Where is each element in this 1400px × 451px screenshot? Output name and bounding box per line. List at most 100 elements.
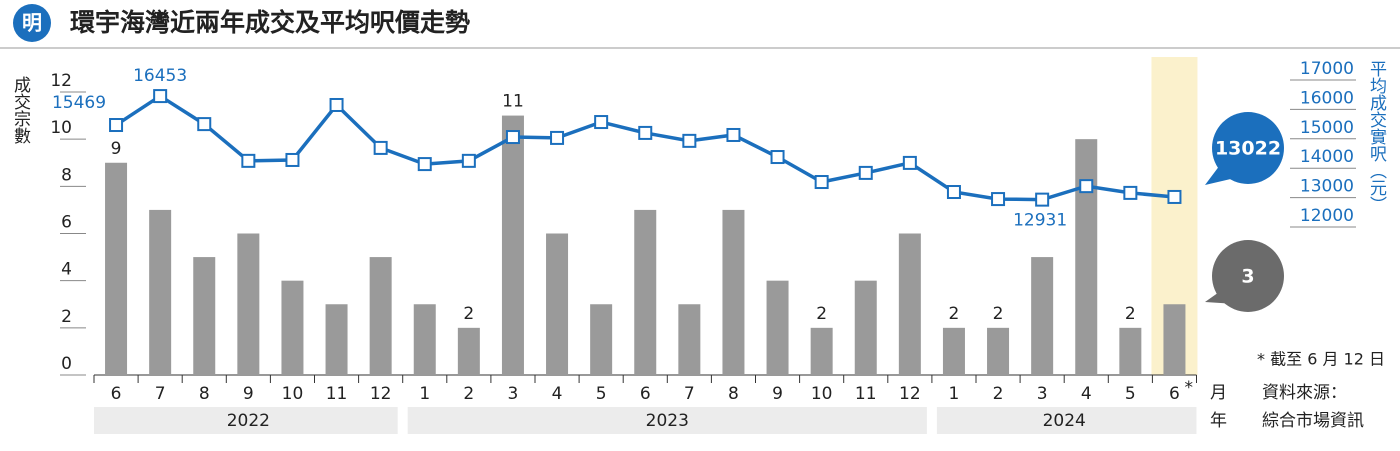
price-marker (991, 192, 1006, 207)
price-marker (241, 153, 256, 168)
price-label: 12931 (1013, 211, 1067, 231)
x-tick-label: 1 (949, 384, 960, 404)
price-marker (682, 133, 697, 148)
logo-badge (13, 4, 51, 42)
x-tick-label: 3 (1037, 384, 1048, 404)
x-tick-label: 2 (463, 384, 474, 404)
price-marker (285, 152, 300, 167)
price-marker (109, 118, 124, 133)
month-label: 月 (1210, 383, 1227, 403)
bar-label: 2 (949, 304, 960, 324)
y2-tick-label: 13000 (1300, 177, 1354, 197)
bar (987, 327, 1010, 375)
bar (854, 280, 877, 375)
x-tick-label: 11 (326, 384, 348, 404)
x-tick-label: 8 (728, 384, 739, 404)
bar (1031, 257, 1054, 375)
y-tick-label: 0 (61, 354, 72, 374)
y-tick-label: 6 (61, 213, 72, 233)
year-band (936, 407, 1197, 434)
chart-title: 環宇海灣近兩年成交及平均呎價走勢 (70, 8, 470, 37)
x-tick-label: 5 (1125, 384, 1136, 404)
year-label: 2022 (227, 411, 270, 431)
x-tick-label: 3 (508, 384, 519, 404)
bar-label: 2 (463, 304, 474, 324)
bar-label: 2 (993, 304, 1004, 324)
bar (722, 209, 745, 375)
x-tick-label: 1 (419, 384, 430, 404)
x-tick-label: 6 (640, 384, 651, 404)
year-label: 年 (1210, 411, 1227, 431)
x-tick-label: 7 (155, 384, 166, 404)
price-marker (858, 165, 873, 180)
bar (1119, 327, 1142, 375)
year-label: 2023 (646, 411, 689, 431)
callout (1212, 112, 1284, 184)
bar (898, 233, 921, 375)
price-marker (594, 115, 609, 130)
bar (149, 209, 172, 375)
x-tick-label: 7 (684, 384, 695, 404)
price-marker (329, 97, 344, 112)
bar (634, 209, 657, 375)
callout (1205, 165, 1235, 185)
price-marker (153, 89, 168, 104)
price-marker (461, 153, 476, 168)
x-tick-label: 4 (552, 384, 563, 404)
year-band (407, 407, 927, 434)
callout-label: 13022 (1215, 138, 1281, 160)
price-marker (550, 130, 565, 145)
source: 資料來源： (1262, 383, 1347, 403)
bar (105, 162, 128, 375)
price-marker (946, 185, 961, 200)
bar (325, 304, 348, 375)
price-marker (197, 117, 212, 132)
bar (413, 304, 436, 375)
x-tick-label: 4 (1081, 384, 1092, 404)
y2-tick-label: 15000 (1300, 118, 1354, 138)
callout-label: 3 (1241, 266, 1254, 288)
x-tick-label: 6 (1169, 384, 1180, 404)
x-tick-label: 2 (993, 384, 1004, 404)
bar (501, 115, 524, 375)
bar-label: 11 (502, 92, 524, 112)
bar (590, 304, 613, 375)
price-label: 16453 (133, 66, 187, 86)
year-band (94, 407, 398, 434)
y-tick-label: 4 (61, 260, 72, 280)
price-marker (814, 175, 829, 190)
bar (193, 257, 216, 375)
y-tick-label: 2 (61, 307, 72, 327)
bar-label: 2 (816, 304, 827, 324)
x-tick-label: 9 (772, 384, 783, 404)
y2-axis-label: 平均成交實呎（元） (1366, 60, 1387, 213)
bar (369, 257, 392, 375)
y-tick-label: 10 (50, 118, 72, 138)
x-tick-label: 11 (855, 384, 877, 404)
x-tick-label: 10 (282, 384, 304, 404)
x-tick-label: 10 (811, 384, 833, 404)
year-label: 2024 (1043, 411, 1086, 431)
x-tick-label: 12 (899, 384, 921, 404)
price-marker (902, 155, 917, 170)
x-tick-label: 6 (111, 384, 122, 404)
price-marker (505, 130, 520, 145)
price-label: 15469 (52, 93, 106, 113)
price-marker (1167, 189, 1182, 204)
price-marker (1035, 192, 1050, 207)
bar-label: 9 (111, 139, 122, 159)
x-tick-label: 9 (243, 384, 254, 404)
y2-tick-label: 17000 (1300, 59, 1354, 79)
bar (457, 327, 480, 375)
price-line (115, 93, 1175, 202)
callout (1212, 240, 1284, 312)
y2-tick-label: 16000 (1300, 88, 1354, 108)
bar (237, 233, 260, 375)
bar (766, 280, 789, 375)
y-tick-label: 8 (61, 165, 72, 185)
source: 綜合市場資訊 (1262, 411, 1364, 431)
footnote: * 截至 6 月 12 日 (1257, 350, 1385, 369)
y-tick-label: 12 (50, 71, 72, 91)
bar (1075, 139, 1098, 375)
logo: 明 (22, 11, 42, 35)
